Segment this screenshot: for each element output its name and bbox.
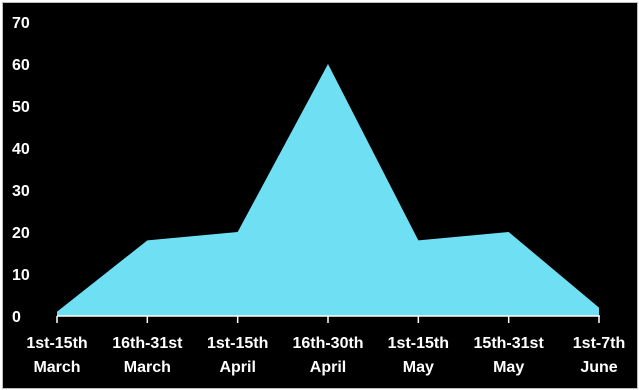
x-axis: 1st-15th March 16th-31st March 1st-15th April… — [26, 315, 625, 376]
y-axis: 0 10 20 30 40 50 60 70 — [12, 15, 30, 326]
x-tick-label: 1st-15th — [207, 335, 268, 352]
x-tick-label: 16th-31st — [112, 335, 183, 352]
area-series-0 — [57, 64, 599, 316]
y-tick-label: 10 — [12, 267, 30, 284]
plot-area — [57, 64, 599, 316]
y-tick-label: 40 — [12, 141, 30, 158]
y-tick-label: 70 — [12, 15, 30, 32]
x-tick-label: 16th-30th — [292, 335, 363, 352]
x-tick-label: May — [403, 359, 434, 376]
x-tick-label: 15th-31st — [474, 335, 545, 352]
y-tick-label: 30 — [12, 183, 30, 200]
x-tick-label: May — [493, 359, 524, 376]
x-tick-label: March — [33, 359, 80, 376]
x-tick-label: 1st-7th — [573, 335, 625, 352]
x-tick-label: June — [580, 359, 617, 376]
y-tick-label: 0 — [12, 309, 21, 326]
x-tick-label: April — [219, 359, 255, 376]
x-tick-label: 1st-15th — [26, 335, 87, 352]
x-tick-label: April — [310, 359, 346, 376]
y-tick-label: 20 — [12, 225, 30, 242]
x-tick-label: March — [124, 359, 171, 376]
x-tick-label: 1st-15th — [388, 335, 449, 352]
y-tick-label: 60 — [12, 57, 30, 74]
y-tick-label: 50 — [12, 99, 30, 116]
